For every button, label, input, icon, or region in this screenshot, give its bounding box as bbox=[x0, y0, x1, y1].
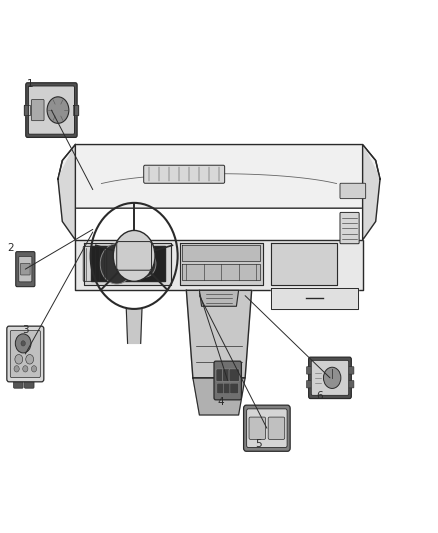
Circle shape bbox=[134, 251, 156, 277]
Circle shape bbox=[100, 244, 133, 284]
FancyBboxPatch shape bbox=[348, 367, 354, 374]
Polygon shape bbox=[363, 144, 380, 240]
FancyBboxPatch shape bbox=[309, 357, 351, 399]
Polygon shape bbox=[84, 243, 171, 285]
FancyBboxPatch shape bbox=[247, 409, 287, 448]
FancyBboxPatch shape bbox=[117, 241, 152, 270]
FancyBboxPatch shape bbox=[144, 165, 225, 183]
Circle shape bbox=[23, 366, 28, 372]
Polygon shape bbox=[271, 243, 336, 285]
FancyBboxPatch shape bbox=[14, 377, 23, 388]
Polygon shape bbox=[186, 290, 252, 378]
Polygon shape bbox=[126, 309, 142, 343]
Circle shape bbox=[21, 341, 25, 346]
Circle shape bbox=[15, 334, 31, 353]
FancyBboxPatch shape bbox=[249, 417, 265, 439]
FancyBboxPatch shape bbox=[7, 326, 44, 382]
FancyBboxPatch shape bbox=[217, 383, 226, 394]
FancyBboxPatch shape bbox=[19, 256, 32, 282]
Text: 3: 3 bbox=[22, 325, 28, 335]
Circle shape bbox=[113, 230, 155, 281]
Polygon shape bbox=[271, 288, 358, 309]
Polygon shape bbox=[75, 240, 363, 290]
FancyBboxPatch shape bbox=[311, 360, 349, 395]
FancyBboxPatch shape bbox=[223, 383, 232, 394]
FancyBboxPatch shape bbox=[307, 381, 313, 388]
Circle shape bbox=[47, 97, 69, 123]
FancyBboxPatch shape bbox=[11, 330, 40, 377]
Circle shape bbox=[15, 354, 23, 364]
Polygon shape bbox=[91, 246, 165, 281]
Circle shape bbox=[32, 366, 37, 372]
Text: 6: 6 bbox=[316, 391, 322, 401]
Circle shape bbox=[14, 366, 19, 372]
FancyBboxPatch shape bbox=[340, 183, 366, 199]
Polygon shape bbox=[58, 144, 75, 240]
Circle shape bbox=[323, 367, 341, 389]
FancyBboxPatch shape bbox=[28, 86, 74, 134]
FancyBboxPatch shape bbox=[223, 369, 233, 382]
Circle shape bbox=[26, 354, 34, 364]
FancyBboxPatch shape bbox=[16, 252, 35, 287]
FancyBboxPatch shape bbox=[25, 377, 34, 388]
Polygon shape bbox=[58, 144, 380, 208]
Text: 1: 1 bbox=[26, 78, 33, 88]
FancyBboxPatch shape bbox=[214, 361, 241, 400]
FancyBboxPatch shape bbox=[230, 383, 239, 394]
FancyBboxPatch shape bbox=[244, 405, 290, 451]
FancyBboxPatch shape bbox=[348, 381, 354, 388]
FancyBboxPatch shape bbox=[216, 369, 226, 382]
Polygon shape bbox=[199, 290, 239, 306]
FancyBboxPatch shape bbox=[32, 100, 44, 120]
FancyBboxPatch shape bbox=[229, 369, 240, 382]
Text: 4: 4 bbox=[218, 397, 225, 407]
Polygon shape bbox=[180, 243, 262, 285]
Polygon shape bbox=[73, 105, 78, 115]
Text: 5: 5 bbox=[255, 439, 261, 449]
FancyBboxPatch shape bbox=[307, 367, 313, 374]
FancyBboxPatch shape bbox=[26, 83, 77, 138]
Polygon shape bbox=[25, 105, 30, 115]
Text: 2: 2 bbox=[7, 243, 14, 253]
FancyBboxPatch shape bbox=[21, 263, 30, 275]
FancyBboxPatch shape bbox=[268, 417, 285, 439]
FancyBboxPatch shape bbox=[340, 213, 359, 244]
Polygon shape bbox=[182, 264, 260, 280]
Polygon shape bbox=[193, 378, 245, 415]
Polygon shape bbox=[182, 245, 260, 261]
